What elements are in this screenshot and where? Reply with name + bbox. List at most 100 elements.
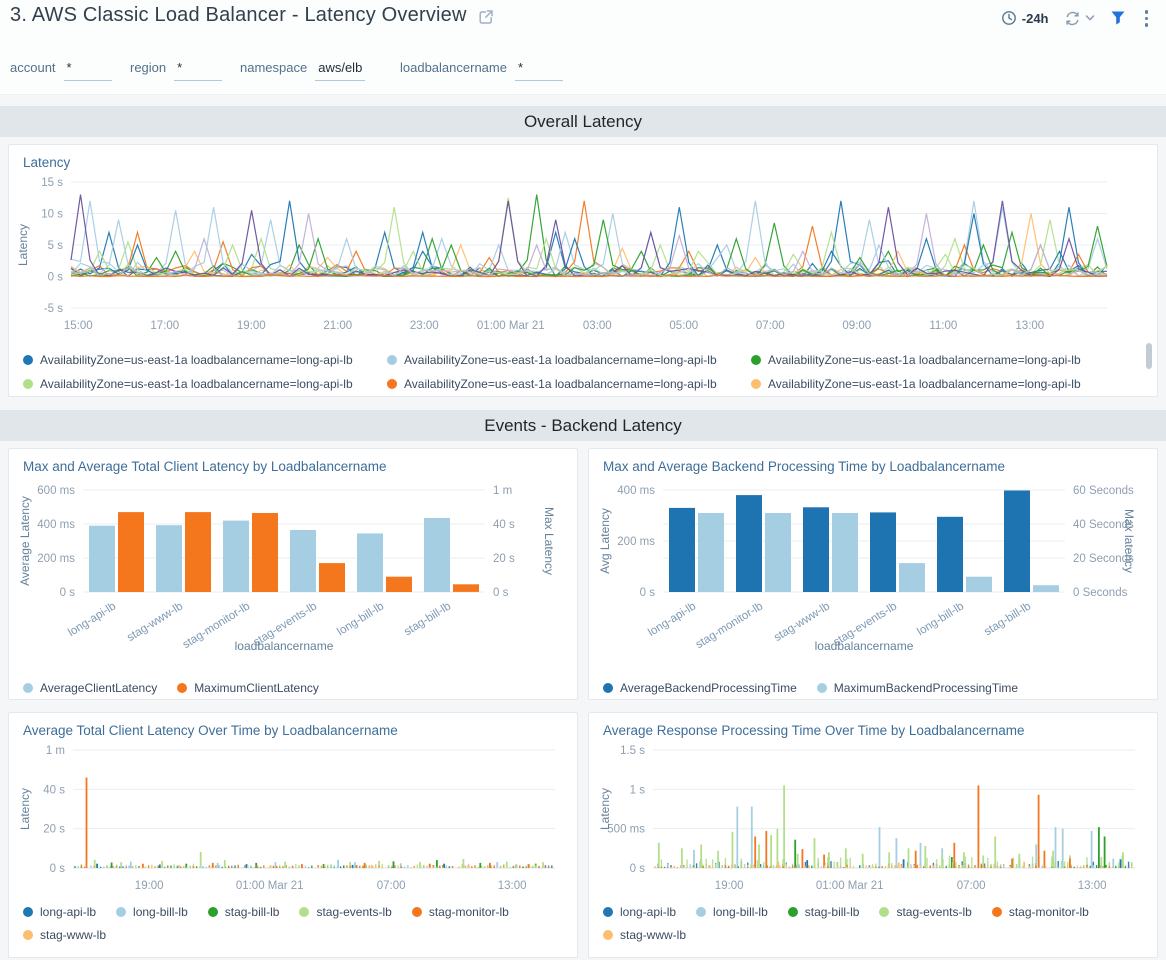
section-title: Events - Backend Latency (484, 415, 682, 435)
legend-label: stag-www-lb (40, 928, 107, 942)
legend-dot-icon (23, 907, 33, 917)
filter-region-input[interactable]: * (174, 58, 223, 81)
legend-item[interactable]: AverageBackendProcessingTime (603, 681, 797, 695)
legend-item[interactable]: AvailabilityZone=us-east-1a loadbalancer… (751, 348, 1115, 372)
legend-item[interactable]: AvailabilityZone=us-east-1a loadbalancer… (387, 396, 751, 397)
legend-dot-icon (23, 379, 33, 389)
legend-item[interactable]: AvailabilityZone=us-east-1a loadbalancer… (387, 372, 751, 396)
legend-label: AvailabilityZone=us-east-1a loadbalancer… (404, 377, 717, 391)
legend-item[interactable]: long-bill-lb (116, 905, 188, 919)
legend-item[interactable]: stag-events-lb (299, 905, 392, 919)
filter-region: region * (130, 58, 223, 81)
response-processing-time-chart[interactable]: 0 s 500 ms 1 s 1.5 s 19:00 01:00 Mar 21 07:00 1… (589, 740, 1157, 901)
svg-text:0 s: 0 s (50, 863, 66, 875)
time-range-button[interactable]: -24h (1001, 10, 1049, 26)
backend-processing-bar-chart[interactable]: 0 Seconds 20 Seconds 40 Seconds 60 Seconds 0… (589, 476, 1157, 677)
legend-dot-icon (177, 683, 188, 693)
svg-text:01:00 Mar 21: 01:00 Mar 21 (816, 880, 884, 892)
legend-item[interactable]: stag-www-lb (23, 928, 106, 942)
legend-item[interactable]: long-api-lb (23, 905, 96, 919)
client-latency-bar-chart[interactable]: 0 s 20 s 40 s 1 m 0 s 200 ms 400 ms 600 ms long-… (9, 476, 577, 677)
svg-text:40 Seconds: 40 Seconds (1073, 519, 1134, 531)
refresh-button[interactable] (1064, 10, 1095, 27)
svg-text:long-api-lb: long-api-lb (66, 600, 118, 639)
legend-label: MaximumClientLatency (194, 681, 319, 695)
client-latency-time-chart[interactable]: 0 s 20 s 40 s 1 m 19:00 01:00 Mar 21 07:00 13:0… (9, 740, 577, 901)
svg-text:05:00: 05:00 (669, 320, 698, 332)
filter-icon[interactable] (1110, 10, 1126, 26)
svg-text:0 s: 0 s (640, 587, 656, 599)
svg-text:0 s: 0 s (48, 272, 64, 284)
svg-text:1 m: 1 m (493, 485, 512, 497)
legend-item[interactable]: AvailabilityZone=us-east-1a loadbalancer… (23, 348, 387, 372)
legend-dot-icon (411, 907, 422, 917)
panel-title: Max and Average Backend Processing Time … (603, 459, 1005, 474)
kebab-menu-icon[interactable] (1141, 8, 1153, 29)
legend-item[interactable]: stag-bill-lb (787, 905, 860, 919)
legend-item[interactable]: stag-www-lb (603, 928, 686, 942)
legend-item[interactable]: AvailabilityZone=us-east-1a loadbalancer… (751, 372, 1115, 396)
svg-text:Latency: Latency (16, 224, 30, 266)
legend-item[interactable]: AvailabilityZone=us-east-1a loadbalancer… (23, 372, 387, 396)
svg-text:09:00: 09:00 (842, 320, 871, 332)
svg-text:200 ms: 200 ms (617, 536, 655, 548)
legend-dot-icon (23, 683, 33, 693)
legend-label: AvailabilityZone=us-east-1a loadbalancer… (768, 377, 1081, 391)
legend-item[interactable]: long-api-lb (603, 905, 676, 919)
svg-text:19:00: 19:00 (715, 880, 744, 892)
legend-item[interactable]: long-bill-lb (696, 905, 768, 919)
legend-label: AvailabilityZone=us-east-1a loadbalancer… (40, 377, 353, 391)
svg-text:17:00: 17:00 (150, 320, 179, 332)
legend-scrollbar[interactable] (1146, 343, 1152, 395)
svg-text:200 ms: 200 ms (37, 553, 75, 565)
legend-label: stag-bill-lb (804, 905, 860, 919)
legend-dot-icon (991, 907, 1002, 917)
svg-text:07:00: 07:00 (377, 880, 406, 892)
legend-dot-icon (603, 683, 613, 693)
svg-text:19:00: 19:00 (135, 880, 164, 892)
legend-label: stag-monitor-lb (428, 905, 509, 919)
legend-label: stag-events-lb (316, 905, 392, 919)
svg-text:20 s: 20 s (43, 824, 65, 836)
svg-text:21:00: 21:00 (323, 320, 352, 332)
legend-item[interactable]: MaximumBackendProcessingTime (816, 681, 1019, 695)
legend-item[interactable]: AvailabilityZone=us-east-1a loadbalancer… (387, 348, 751, 372)
filter-namespace-input[interactable]: aws/elb (315, 58, 366, 81)
legend-label: long-api-lb (620, 905, 677, 919)
legend-dot-icon (23, 355, 33, 365)
share-icon[interactable] (477, 8, 495, 26)
svg-text:long-api-lb: long-api-lb (646, 600, 698, 639)
legend-dot-icon (751, 379, 761, 389)
legend-item[interactable]: AverageClientLatency (23, 681, 157, 695)
legend-dot-icon (116, 907, 127, 917)
legend-item[interactable]: MaximumClientLatency (177, 681, 319, 695)
refresh-icon (1065, 11, 1079, 25)
legend-item[interactable]: stag-bill-lb (207, 905, 279, 919)
panel-title: Average Total Client Latency Over Time b… (23, 723, 398, 738)
legend-label: stag-monitor-lb (1008, 905, 1089, 919)
svg-text:11:00: 11:00 (929, 320, 957, 332)
legend-label: long-bill-lb (713, 905, 768, 919)
legend-label: MaximumBackendProcessingTime (833, 681, 1019, 695)
backend-processing-legend: AverageBackendProcessingTime MaximumBacke… (589, 677, 1157, 695)
legend-dot-icon (603, 930, 613, 940)
filter-bar: account * region * namespace aws/elb loa… (0, 58, 1166, 92)
legend-item[interactable]: stag-monitor-lb (991, 905, 1089, 919)
svg-text:13:00: 13:00 (1015, 320, 1044, 332)
svg-text:1 s: 1 s (630, 784, 646, 796)
svg-text:03:00: 03:00 (583, 320, 612, 332)
legend-scrollbar-thumb[interactable] (1146, 343, 1152, 369)
panel-title: Average Response Processing Time Over Ti… (603, 723, 1025, 738)
legend-dot-icon (23, 930, 33, 940)
overall-latency-chart[interactable]: 15 s 10 s 5 s 0 s -5 s 15:00 17:00 19:00 21:00 23… (9, 172, 1157, 343)
legend-item[interactable]: stag-monitor-lb (411, 905, 509, 919)
legend-item[interactable]: stag-events-lb (879, 905, 972, 919)
legend-item[interactable]: AvailabilityZone=us-east-1a loadbalancer… (23, 396, 387, 397)
filter-region-label: region (130, 60, 167, 75)
filter-loadbalancername-input[interactable]: * (514, 58, 563, 81)
svg-text:10 s: 10 s (41, 209, 63, 221)
lb-legend: long-api-lb long-bill-lb stag-bill-lb stag-… (9, 901, 577, 942)
client-latency-legend: AverageClientLatency MaximumClientLatency (9, 677, 577, 695)
svg-text:stag-bill-lb: stag-bill-lb (982, 600, 1033, 638)
filter-account-input[interactable]: * (63, 58, 112, 81)
